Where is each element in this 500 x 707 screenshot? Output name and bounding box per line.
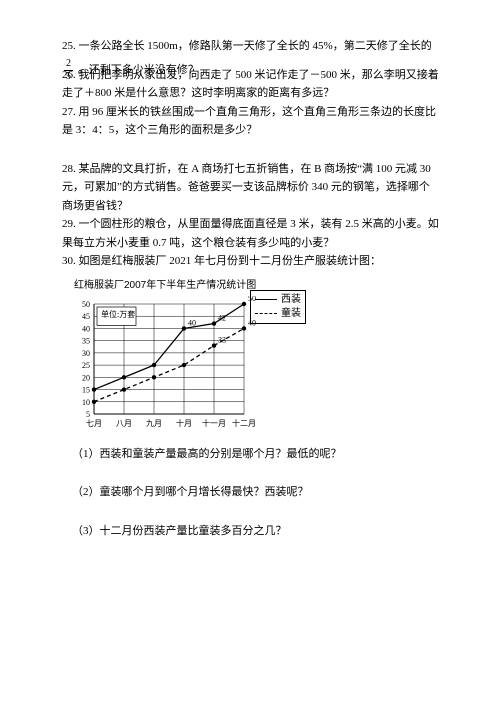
svg-text:十一月: 十一月 [202,418,226,428]
svg-text:50: 50 [82,300,90,309]
q29-line1: 29. 一个圆柱形的粮仓，从里面量得底面直径是 3 米，装有 2.5 米高的小麦… [62,216,448,233]
svg-text:33: 33 [218,335,226,344]
q27-line2: 是 3：4：5，这个三角形的面积是多少？ [62,122,448,139]
svg-text:七月: 七月 [86,419,102,428]
q28-line1: 28. 某品牌的文具打折，在 A 商场打七五折销售，在 B 商场按“满 100 … [62,161,448,178]
svg-text:40: 40 [248,318,256,327]
svg-text:十月: 十月 [176,418,192,428]
svg-text:42: 42 [218,313,226,322]
chart-title: 红梅服装厂2007年下半年生产情况统计图 [74,278,256,293]
svg-text:40: 40 [188,318,196,327]
svg-text:九月: 九月 [146,419,162,428]
svg-text:5: 5 [86,410,90,419]
q27-line1: 27. 用 96 厘米长的铁丝围成一个直角三角形，这个直角三角形三条边的长度比 [62,104,448,121]
q25-line1: 25. 一条公路全长 1500m，修路队第一天修了全长的 45%，第二天修了全长… [62,38,448,55]
q30-intro: 30. 如图是红梅服装厂 2021 年七月份到十二月份生产服装统计图： [62,253,448,270]
svg-text:20: 20 [82,373,90,382]
legend-label-2: 童装 [281,307,301,321]
q25-line2: 2 5 。还剩下多少米没有修？ [62,57,448,65]
svg-text:30: 30 [82,348,90,357]
q30-sub2: （2）童装哪个月到哪个月增长得最快？西装呢？ [72,484,448,501]
svg-text:45: 45 [82,312,90,321]
svg-text:单位:万套: 单位:万套 [101,309,135,319]
document-page: 25. 一条公路全长 1500m，修路队第一天修了全长的 45%，第二天修了全长… [0,0,500,571]
q28-line3: 商场更省钱？ [62,198,448,215]
q26-line1: 26. 我们把李明从家出发，向西走了 500 米记作走了－500 米，那么李明又… [62,67,448,84]
q26-line2: 走了＋800 米是什么意思？这时李明离家的距离有多远？ [62,85,448,102]
q29-line2: 果每立方米小麦重 0.7 吨，这个粮仓装有多少吨的小麦？ [62,235,448,252]
svg-text:35: 35 [82,336,90,345]
legend-label-1: 西装 [281,293,301,307]
q28-line2: 元，可累加”的方式销售。爸爸要买一支该品牌标价 340 元的钢笔，选择哪个 [62,179,448,196]
svg-text:十二月: 十二月 [232,418,256,428]
q30-sub1: （1）西装和童装产量最高的分别是哪个月？最低的呢？ [72,446,448,463]
svg-text:50: 50 [248,296,256,303]
svg-text:八月: 八月 [116,419,132,428]
chart-svg: 5 10 15 20 25 30 35 40 45 50 七月 八月 九月 十月十一月十二月 单位:万套 40… [66,296,266,436]
svg-text:25: 25 [82,361,90,370]
chart-container: 红梅服装厂2007年下半年生产情况统计图 西装 童装 5 10 15 20 25 30 35… [66,278,306,438]
svg-text:40: 40 [82,324,90,333]
svg-text:15: 15 [82,385,90,394]
svg-text:10: 10 [82,397,90,406]
q30-sub3: （3）十二月份西装产量比童装多百分之几？ [72,523,448,540]
